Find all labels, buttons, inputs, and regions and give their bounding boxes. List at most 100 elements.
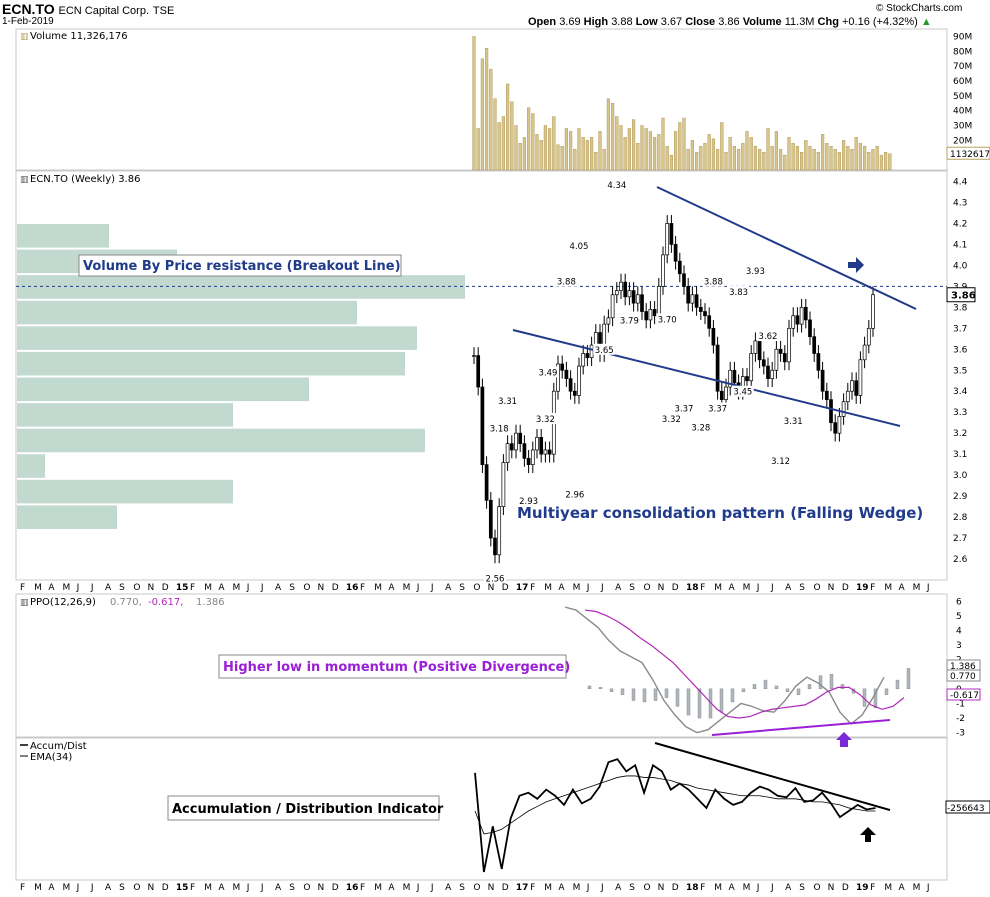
time-axis-upper-tick: M — [884, 583, 892, 593]
volume-bar — [606, 98, 610, 171]
volume-bar — [581, 137, 585, 171]
ppo-histogram-bar — [664, 688, 669, 698]
point-label: 3.65 — [595, 346, 614, 356]
volume-bar — [724, 151, 728, 171]
point-label: 4.05 — [570, 242, 589, 252]
ppo-histogram-bar — [774, 685, 779, 690]
price-axis-tick: 3.8 — [953, 303, 968, 313]
ad-value-label: -256643 — [947, 804, 985, 814]
candle-body — [829, 399, 833, 424]
volume-bar — [577, 128, 581, 171]
point-label-bg — [673, 402, 695, 414]
candle-body — [871, 294, 875, 329]
point-label: 3.88 — [557, 278, 576, 288]
volume-bar — [636, 143, 640, 171]
volume-axis-tick: 40M — [953, 107, 972, 117]
high-value: 3.88 — [611, 16, 633, 28]
point-label-bg — [656, 313, 679, 325]
exchange: TSE — [152, 5, 175, 17]
point-label: 3.12 — [771, 457, 790, 467]
ppo-axis-tick: 4 — [956, 626, 962, 636]
candle-body — [505, 443, 510, 463]
time-axis-upper-tick: M — [233, 583, 241, 593]
symbol-header: ECN.TO ECN Capital Corp. TSE — [2, 1, 174, 17]
time-axis-lower-tick: F — [190, 883, 195, 893]
volume-bar — [619, 125, 623, 171]
volume-bar — [808, 146, 812, 171]
point-label-bg — [593, 343, 616, 355]
point-label: 3.31 — [498, 397, 517, 407]
candle-body — [795, 315, 800, 325]
volume-bar — [850, 149, 854, 171]
candle-body — [522, 443, 527, 459]
candle-body — [854, 380, 859, 396]
volume-bar — [720, 122, 724, 171]
ppo-histogram-bar — [730, 688, 735, 703]
volume-by-price-bar — [17, 275, 465, 299]
volume-legend-icon: ▥ — [20, 32, 29, 42]
point-label-bg — [605, 179, 628, 191]
volume-bar — [657, 134, 661, 171]
ppo-histogram-bar — [785, 688, 790, 692]
time-axis-lower-tick: M — [233, 883, 241, 893]
quote-date: 1-Feb-2019 — [2, 16, 54, 27]
ppo-histogram-bar — [906, 668, 911, 690]
volume-axis-tick: 50M — [953, 92, 972, 102]
ppo-histogram-bar — [631, 688, 636, 701]
candle-body — [623, 281, 628, 298]
candle-body — [820, 369, 825, 392]
candle-body — [841, 401, 846, 417]
time-axis-upper-tick: J — [600, 583, 604, 593]
volume-bar — [489, 68, 493, 171]
volume-bar — [842, 140, 846, 171]
volume-bar — [535, 134, 539, 171]
point-label: 3.79 — [620, 316, 639, 326]
volume-bar — [623, 137, 627, 171]
time-axis-upper-tick: J — [76, 583, 80, 593]
time-axis-lower-tick: A — [105, 883, 112, 893]
time-axis-upper-tick: M — [743, 583, 751, 593]
candle-body — [652, 309, 657, 317]
time-axis-lower-tick: D — [502, 883, 509, 893]
ppo-histogram-bar — [796, 688, 801, 695]
candle-body — [514, 432, 518, 451]
volume-bar — [695, 151, 699, 171]
time-axis-upper-tick: F — [20, 583, 25, 593]
candle-body — [824, 390, 829, 400]
candle-body — [543, 449, 548, 455]
candle-body — [778, 348, 783, 354]
wedge-callout: Multiyear consolidation pattern (Falling… — [517, 504, 923, 522]
time-axis-lower-tick: F — [700, 883, 705, 893]
open-label: Open — [528, 16, 557, 28]
point-label-bg — [757, 330, 779, 342]
volume-bar — [564, 128, 568, 171]
point-label: 3.62 — [759, 332, 778, 342]
volume-bar — [653, 137, 657, 171]
volume-bar — [758, 149, 762, 171]
ppo-axis-tick: 3 — [956, 641, 962, 651]
point-label: 3.88 — [704, 278, 723, 288]
ppo-axis-tick: -1 — [956, 699, 965, 709]
ppo-histogram-bar — [719, 688, 724, 713]
ppo-value-label: 1.386 — [950, 662, 976, 672]
volume-bar — [669, 154, 673, 171]
candle-body — [715, 344, 720, 392]
point-label-bg — [660, 413, 683, 425]
time-axis-lower-tick: J — [756, 883, 760, 893]
volume-bar — [531, 113, 535, 171]
ppo-histogram-bar — [741, 688, 746, 692]
volume-axis-tick: 60M — [953, 77, 972, 87]
candle-body — [488, 499, 493, 539]
point-label-bg — [702, 275, 725, 287]
time-axis-lower-tick: M — [374, 883, 382, 893]
point-label-bg — [727, 286, 750, 298]
volume-axis-tick: 80M — [953, 47, 972, 57]
time-axis-upper-tick: 15 — [176, 583, 189, 593]
volume-bar — [732, 146, 736, 171]
credit: © StockCharts.com — [876, 3, 963, 14]
candle-body — [610, 294, 615, 319]
volume-bar — [716, 149, 720, 171]
time-axis-upper-tick: M — [544, 583, 552, 593]
time-axis-upper-tick: M — [403, 583, 411, 593]
